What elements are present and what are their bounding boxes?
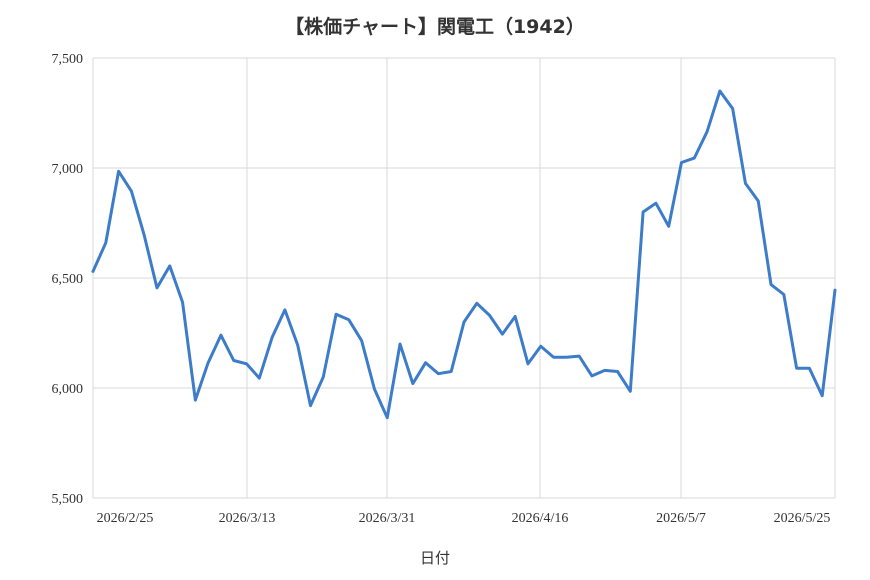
y-tick-label: 6,500 bbox=[52, 272, 84, 287]
x-tick-label: 2026/2/25 bbox=[97, 511, 154, 526]
y-tick-label: 6,000 bbox=[52, 382, 84, 397]
price-series-line bbox=[91, 89, 837, 420]
x-axis-ticks: 2026/2/25 2026/3/13 2026/3/31 2026/4/16 2026… bbox=[97, 511, 831, 526]
grid bbox=[92, 57, 836, 499]
chart-title: 【株価チャート】関電工（1942） bbox=[285, 15, 585, 38]
x-tick-label: 2026/5/25 bbox=[774, 511, 831, 526]
y-tick-label: 7,500 bbox=[52, 52, 84, 67]
y-tick-label: 5,500 bbox=[52, 492, 84, 507]
x-tick-label: 2026/4/16 bbox=[512, 511, 569, 526]
y-axis-ticks: 5,500 6,000 6,500 7,000 7,500 bbox=[52, 52, 84, 507]
x-axis-label: 日付 bbox=[420, 549, 450, 567]
y-tick-label: 7,000 bbox=[52, 162, 84, 177]
series-group bbox=[91, 89, 837, 420]
x-tick-label: 2026/3/31 bbox=[359, 511, 416, 526]
x-tick-label: 2026/3/13 bbox=[219, 511, 276, 526]
x-tick-label: 2026/5/7 bbox=[656, 511, 706, 526]
